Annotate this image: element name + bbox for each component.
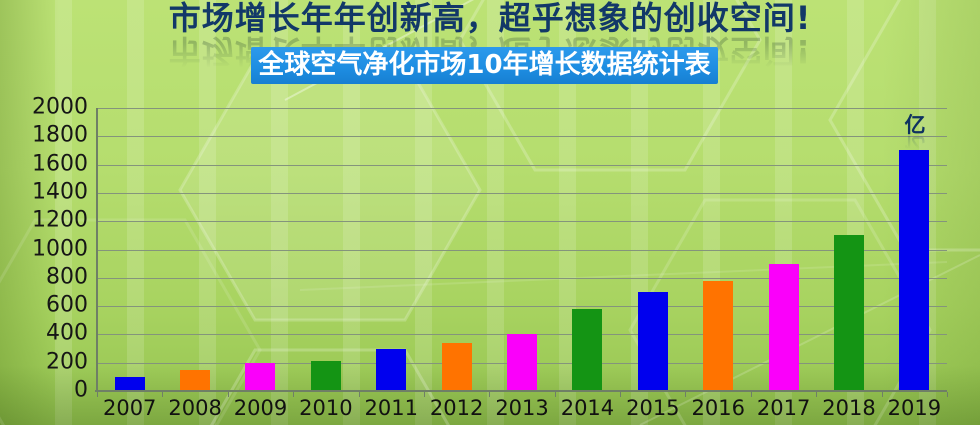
- x-axis-label: 2009: [233, 396, 288, 420]
- x-tick: [162, 392, 164, 397]
- bar-slot: [555, 108, 620, 391]
- bar-2018: [833, 235, 864, 391]
- x-axis-label: 2012: [429, 396, 484, 420]
- gridline: [97, 108, 947, 109]
- x-axis-label: 2010: [299, 396, 353, 420]
- bar-slot: [751, 108, 816, 391]
- x-axis-label: 2013: [495, 396, 549, 420]
- gridline: [97, 164, 947, 166]
- bar-2013: [507, 334, 538, 391]
- bar-slot: [489, 108, 554, 391]
- x-tick: [881, 392, 883, 397]
- x-axis-label: 2017: [756, 396, 811, 420]
- bars: [97, 108, 947, 391]
- y-axis-label: 1600: [32, 150, 88, 176]
- bar-2016: [703, 280, 734, 391]
- bar-2014: [572, 308, 603, 391]
- y-axis-label: 2000: [32, 94, 88, 120]
- y-axis-labels: 2000 1800 1600 1400 1200 1000 800 600 400 200 0: [18, 94, 88, 402]
- x-axis-label: 2007: [102, 396, 157, 420]
- gridline: [97, 277, 947, 279]
- bar-2010: [310, 361, 341, 391]
- x-axis-label: 2019: [887, 396, 942, 420]
- y-axis-label: 0: [74, 377, 88, 403]
- unit-label: 亿: [904, 113, 926, 137]
- x-tick: [750, 392, 752, 397]
- x-ticks: [97, 392, 948, 398]
- bar-2019: [899, 150, 930, 391]
- x-axis-label: 2018: [822, 396, 876, 420]
- y-axis-label: 1400: [32, 179, 88, 205]
- x-tick: [620, 392, 622, 397]
- gridline: [97, 249, 947, 251]
- y-axis-line: [96, 108, 98, 392]
- bar-slot: [359, 108, 424, 391]
- x-axis-label: 2008: [168, 396, 222, 420]
- bar-slot: [816, 108, 881, 391]
- bar-2008: [180, 369, 211, 391]
- x-tick: [816, 392, 818, 397]
- bar-slot: [293, 108, 358, 391]
- bar-2012: [441, 342, 472, 391]
- x-axis-label: 2016: [691, 396, 745, 420]
- y-axis-label: 1000: [32, 235, 88, 261]
- gridline: [97, 221, 947, 223]
- y-axis-label: 400: [46, 320, 88, 346]
- x-axis-label: 2014: [560, 396, 615, 420]
- y-axis-label: 200: [46, 348, 88, 374]
- x-tick: [423, 392, 425, 397]
- bar-slot: [686, 108, 751, 391]
- bar-slot: [97, 108, 162, 391]
- x-axis-label: 2015: [626, 396, 680, 420]
- gridline: [97, 306, 947, 308]
- subtitle-banner: 全球空气净化市场10年增长数据统计表: [251, 47, 718, 84]
- x-tick: [227, 392, 229, 397]
- x-axis-line: [95, 390, 947, 392]
- gridline: [97, 136, 947, 138]
- x-tick: [554, 392, 556, 397]
- bar-2011: [376, 348, 407, 391]
- x-tick: [293, 392, 295, 397]
- bar-2017: [768, 263, 799, 391]
- x-axis-label: 2011: [364, 396, 418, 420]
- bar-slot: [228, 108, 293, 391]
- y-axis-label: 1200: [32, 207, 88, 233]
- bar-slot: [620, 108, 685, 391]
- bar-2009: [245, 362, 276, 391]
- gridline: [97, 192, 947, 194]
- x-tick: [358, 392, 360, 397]
- y-axis-label: 600: [46, 292, 88, 318]
- x-tick: [489, 392, 491, 397]
- x-tick: [685, 392, 687, 397]
- bar-2007: [114, 376, 145, 391]
- bar-slot: [162, 108, 227, 391]
- x-tick: [97, 392, 98, 397]
- y-axis-label: 1800: [32, 122, 88, 148]
- bar-slot: [424, 108, 489, 391]
- x-tick: [947, 392, 948, 397]
- unit-label-reflection: 亿: [904, 133, 926, 157]
- plot-area: [97, 108, 947, 391]
- main-title: 市场增长年年创新高，超乎想象的创收空间!: [168, 0, 812, 37]
- bar-slot: [882, 108, 947, 391]
- x-axis-labels: 2007 2008 2009 2010 2011 2012 2013 2014 2015 2016…: [97, 396, 947, 420]
- y-axis-label: 800: [46, 264, 88, 290]
- bar-2015: [637, 291, 668, 391]
